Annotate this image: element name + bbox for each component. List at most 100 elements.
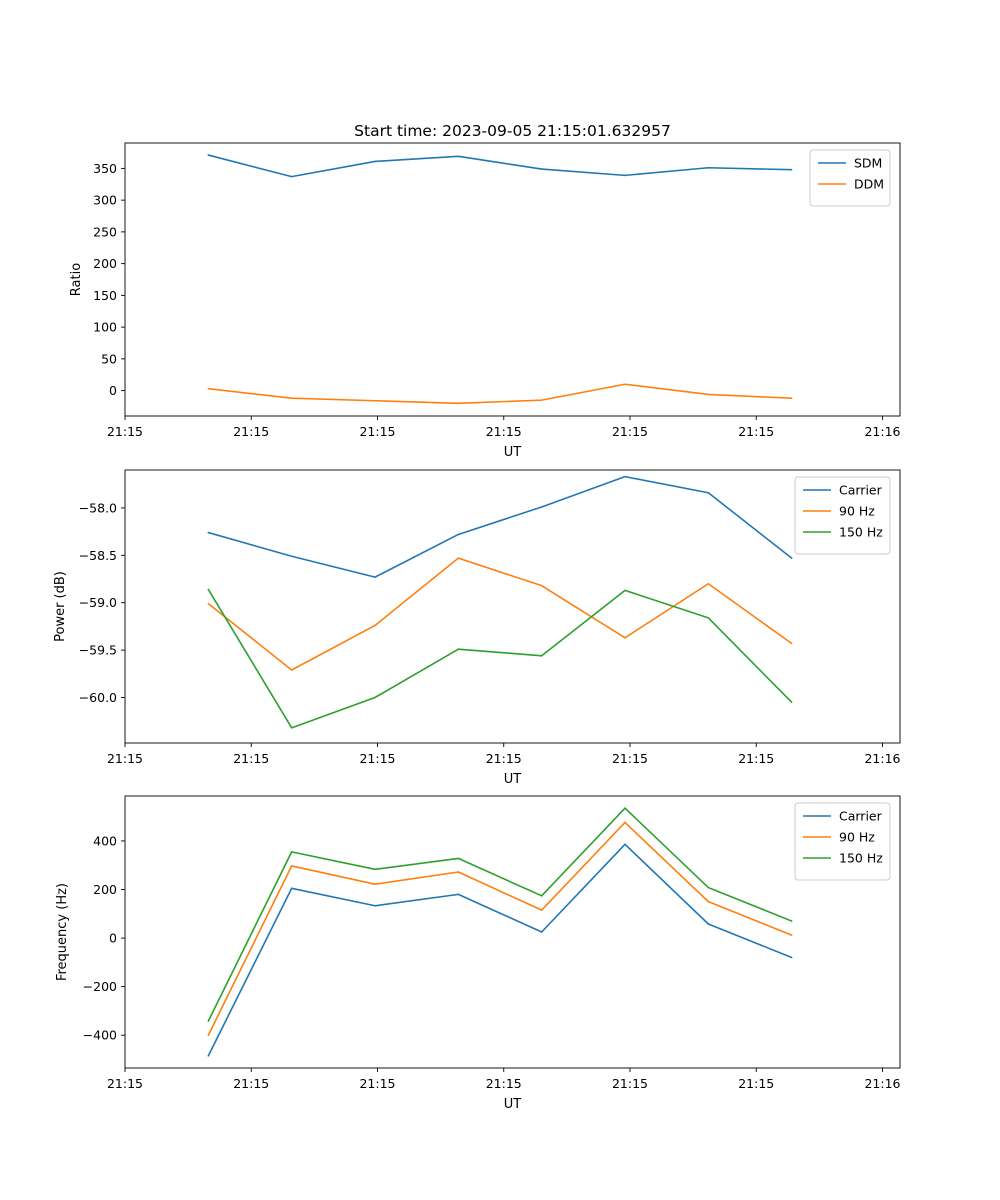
y-tick-label: 200 [93,882,117,897]
y-tick-label: −400 [83,1028,117,1043]
data-point [540,895,543,897]
chart-panel-1: 21:15 21:15 21:15 21:15 21:15 21:15 21:16 0 50 10… [69,142,901,460]
data-point [540,399,543,401]
y-tick-label: −200 [83,979,117,994]
legend-frame [794,802,891,881]
data-point [624,821,626,824]
x-tick-label: 21:16 [864,751,900,766]
data-point [207,1034,210,1037]
y-tick-label: 250 [93,224,117,239]
data-point [374,696,376,699]
data-point [457,893,460,896]
x-tick-label: 21:15 [486,751,522,766]
data-point [624,589,626,592]
data-point [790,920,793,922]
data-point [374,904,376,907]
data-point [207,387,210,390]
data-point [457,857,460,860]
data-point [790,701,793,704]
y-tick-label: −59.5 [79,643,117,658]
data-point [374,624,376,627]
legend: Carrier 90 Hz 150 Hz [794,802,891,881]
data-point [790,956,793,959]
data-point [457,155,460,158]
data-point [290,727,293,729]
axes-frame [124,469,901,744]
data-point [207,531,210,534]
data-point [290,669,293,671]
y-axis-label: Ratio [69,263,84,296]
data-point [457,402,460,405]
legend-label: Carrier [839,483,883,498]
series-line-sdm [208,154,792,178]
y-tick-label: 200 [93,256,117,271]
data-point [790,934,793,936]
data-point [207,602,210,605]
legend-label: 90 Hz [839,504,875,519]
data-point [374,883,376,885]
data-point [374,160,376,163]
y-tick-label: 100 [93,320,117,335]
y-axis-label: Frequency (Hz) [55,883,70,981]
data-point [540,909,543,911]
legend: SDM DDM [809,149,891,207]
x-tick-label: 21:15 [359,1076,395,1091]
data-point [790,557,793,559]
axes-frame [124,142,901,417]
x-tick-label: 21:15 [233,424,269,439]
data-point [707,886,710,889]
data-point [290,865,293,867]
y-tick-label: 400 [93,833,117,848]
data-point [790,168,793,171]
y-tick-label: 300 [93,193,117,208]
data-point [540,506,543,508]
x-tick-label: 21:15 [738,424,774,439]
data-point [207,588,210,591]
legend: Carrier 90 Hz 150 Hz [794,476,891,555]
series-line-ddm [208,383,792,405]
x-axis-label: UT [504,445,522,460]
data-point [290,397,293,400]
series-line-90-hz [207,821,792,1036]
data-point [624,636,626,639]
x-tick-label: 21:15 [107,751,143,766]
series-line-carrier [208,475,793,578]
legend-label: 90 Hz [839,830,875,845]
y-tick-label: 0 [109,931,117,946]
legend-label: 150 Hz [839,851,883,866]
legend-label: DDM [854,177,884,192]
data-point [207,1020,210,1022]
x-tick-label: 21:15 [107,424,143,439]
x-tick-label: 21:15 [486,1076,522,1091]
data-point [457,533,460,536]
data-point [207,154,210,156]
series-line-carrier [207,843,792,1057]
x-tick-label: 21:16 [864,1076,900,1091]
y-tick-label: 350 [93,161,117,176]
x-tick-label: 21:15 [107,1076,143,1091]
data-point [624,843,626,846]
data-point [207,1055,210,1057]
legend-frame [809,149,891,207]
data-point [624,174,626,177]
data-point [457,871,460,873]
x-tick-label: 21:15 [738,751,774,766]
data-point [624,807,626,809]
data-point [540,168,543,170]
data-point [707,617,710,619]
data-point [624,475,626,478]
data-point [290,851,293,853]
data-point [707,900,710,903]
data-point [790,397,793,400]
figure-title: Start time: 2023-09-05 21:15:01.632957 [354,122,671,140]
data-point [374,868,376,871]
x-tick-label: 21:15 [359,751,395,766]
x-tick-label: 21:15 [738,1076,774,1091]
chart-panel-3: 21:15 21:15 21:15 21:15 21:15 21:15 21:16 −400 −… [55,795,901,1112]
data-point [707,393,710,396]
data-point [290,555,293,558]
y-axis-label: Power (dB) [53,571,68,642]
chart-panel-2: 21:15 21:15 21:15 21:15 21:15 21:15 21:16 −60.0… [53,469,901,787]
x-tick-label: 21:15 [233,1076,269,1091]
